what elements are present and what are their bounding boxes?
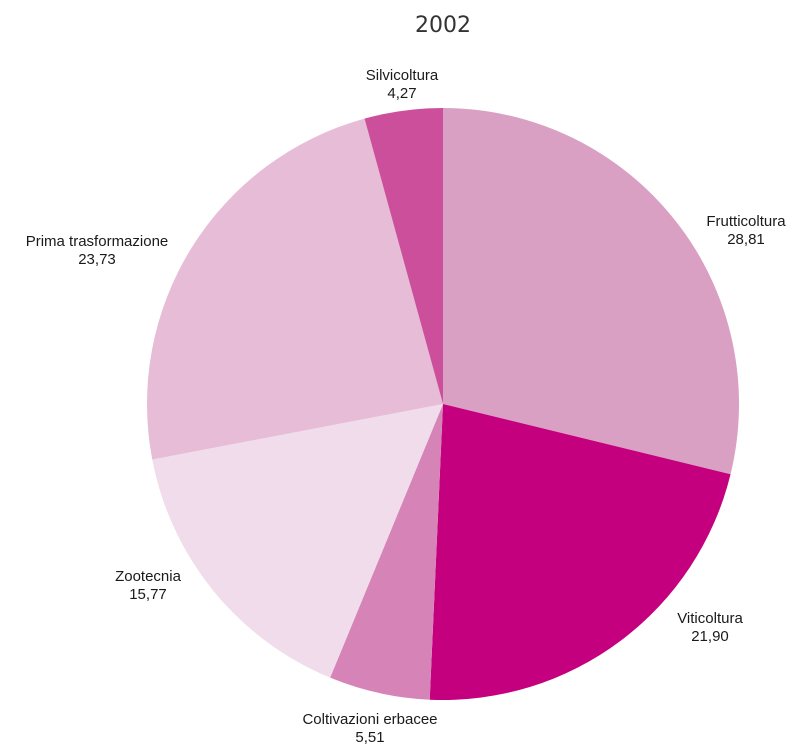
slice-label-name: Viticoltura xyxy=(677,610,743,627)
slice-labels: Frutticoltura 28,81 Viticoltura 21,90 Coltiv… xyxy=(26,67,787,746)
pie-slice-coltivazioni-erbacee xyxy=(330,404,443,700)
slice-label: Zootecnia 15,77 xyxy=(115,568,182,603)
slice-label-value: 5,51 xyxy=(355,729,384,746)
chart-title: 2002 xyxy=(415,13,471,38)
slice-label-value: 21,90 xyxy=(691,628,729,645)
slice-label-name: Frutticoltura xyxy=(706,213,786,230)
slice-label-value: 28,81 xyxy=(727,231,765,248)
slice-label-name: Prima trasformazione xyxy=(26,233,169,250)
pie-slices xyxy=(146,108,740,700)
pie-slice-frutticoltura xyxy=(443,108,740,475)
slice-label: Frutticoltura 28,81 xyxy=(706,213,786,248)
slice-label: Prima trasformazione 23,73 xyxy=(26,233,169,268)
slice-label-value: 23,73 xyxy=(78,251,116,268)
pie-slice-zootecnia xyxy=(152,404,443,678)
slice-label-name: Zootecnia xyxy=(115,568,182,585)
slice-label-name: Coltivazioni erbacee xyxy=(302,711,437,728)
pie-slice-silvicoltura xyxy=(364,108,443,404)
pie-slice-prima-trasformazione xyxy=(146,118,443,460)
slice-label: Viticoltura 21,90 xyxy=(677,610,743,645)
pie-slice-viticoltura xyxy=(429,404,731,700)
slice-label-value: 15,77 xyxy=(129,586,167,603)
slice-label: Silvicoltura 4,27 xyxy=(366,67,439,102)
slice-label: Coltivazioni erbacee 5,51 xyxy=(302,711,437,746)
slice-label-name: Silvicoltura xyxy=(366,67,439,84)
slice-label-value: 4,27 xyxy=(387,85,416,102)
